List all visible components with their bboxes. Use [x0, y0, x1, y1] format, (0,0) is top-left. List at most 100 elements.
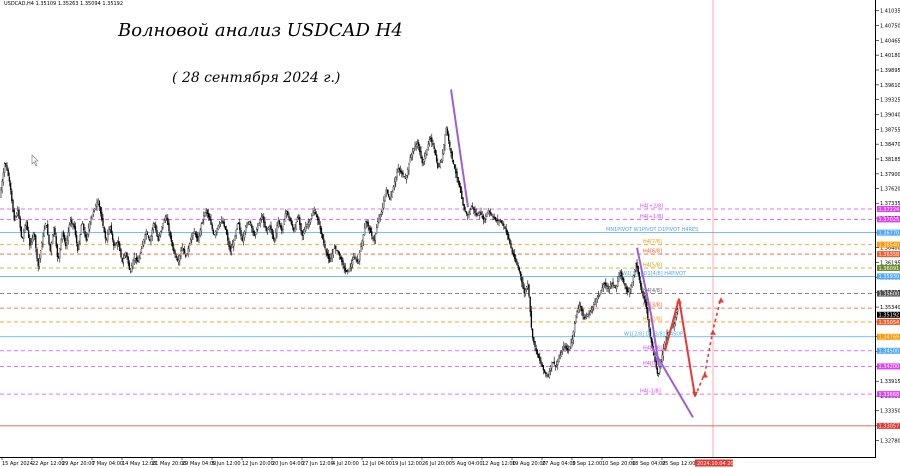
candle-body: [593, 304, 595, 307]
candle-body: [183, 249, 186, 254]
candle-body: [209, 216, 211, 221]
candle-body: [182, 248, 185, 251]
candle-body: [111, 233, 114, 240]
candle-body: [540, 360, 542, 364]
candle-body: [647, 307, 649, 319]
x-tick-label: 14 May 12:00: [122, 461, 156, 467]
candle-body: [257, 226, 259, 230]
candle-body: [566, 348, 569, 351]
candle-body: [426, 148, 428, 155]
candle-body: [295, 222, 297, 229]
candle-body: [363, 227, 366, 236]
candle-body: [75, 235, 78, 243]
candle-body: [258, 223, 260, 226]
candle-body: [635, 263, 637, 271]
candle-body: [372, 236, 374, 240]
candle-body: [603, 283, 606, 285]
candle-body: [218, 223, 221, 228]
candle-body: [291, 224, 294, 228]
candle-body: [93, 208, 96, 211]
price-tag-label: 1.36091: [879, 266, 900, 272]
candle-body: [51, 234, 54, 245]
candle-body: [415, 144, 417, 147]
candle-body: [666, 333, 668, 338]
candle-body: [560, 352, 563, 357]
candle-body: [289, 217, 291, 222]
candle-body: [45, 224, 48, 226]
candle-body: [432, 142, 434, 146]
candle-body: [391, 191, 393, 198]
candle-body: [643, 295, 645, 300]
price-tag-label: 1.36770: [879, 230, 900, 236]
candle-body: [437, 162, 439, 168]
wave-line: [650, 345, 694, 418]
candle-body: [419, 146, 421, 153]
level-label: H4[6/8]: [643, 249, 662, 255]
candle-body: [189, 239, 192, 246]
candle-body: [139, 253, 141, 259]
y-tick-label: 1.37900: [880, 172, 900, 178]
candle-body: [210, 219, 212, 225]
price-tag: [877, 347, 900, 354]
candle-body: [662, 348, 665, 357]
candle-body: [474, 209, 476, 214]
candle-body: [9, 182, 12, 190]
candle-body: [170, 235, 173, 242]
candle-body: [672, 325, 674, 328]
candle-body: [675, 312, 678, 318]
candle-body: [21, 236, 24, 239]
candle-body: [297, 217, 300, 219]
candle-body: [470, 206, 473, 210]
candle-body: [582, 309, 584, 316]
candle-body: [431, 137, 433, 143]
y-tick-label: 1.36195: [880, 261, 900, 267]
candle-body: [611, 283, 613, 285]
candle-body: [217, 225, 219, 230]
candle-body: [609, 284, 612, 288]
candle-body: [336, 250, 338, 252]
x-tick-label: 5 Jun 12:00: [212, 461, 241, 467]
candle-body: [296, 217, 299, 222]
y-tick-label: 1.37335: [880, 201, 900, 207]
candle-body: [557, 361, 559, 366]
candle-body: [555, 364, 558, 366]
candle-body: [357, 259, 360, 263]
candle-body: [26, 221, 29, 230]
candle-body: [103, 227, 105, 233]
candle-body: [90, 217, 92, 223]
candle-body: [625, 286, 627, 290]
x-tick-label: 25 Sep 12:00: [662, 461, 695, 467]
candle-body: [608, 286, 611, 289]
candle-body: [104, 231, 107, 239]
candle-body: [201, 218, 204, 223]
candle-body: [572, 331, 575, 341]
x-tick-label: 12 Jul 04:00: [362, 461, 392, 467]
candle-body: [659, 367, 661, 373]
candle-body: [632, 275, 635, 282]
candle-body: [255, 229, 258, 235]
candle-body: [55, 236, 57, 247]
candle-body: [31, 237, 33, 243]
candle-body: [161, 226, 163, 231]
candle-body: [155, 224, 157, 231]
price-tag: [877, 264, 900, 271]
candle-body: [501, 223, 504, 225]
candle-body: [77, 244, 79, 251]
candle-body: [559, 355, 561, 358]
forecast-arrowhead: [702, 372, 708, 378]
candle-body: [5, 163, 7, 165]
candle-body: [122, 258, 125, 263]
candle-body: [63, 235, 66, 242]
candle-body: [337, 250, 339, 253]
candle-body: [624, 283, 626, 286]
candle-body: [231, 244, 234, 248]
candle-body: [389, 197, 391, 200]
candle-body: [119, 243, 121, 252]
price-tag: [877, 391, 900, 398]
candle-body: [335, 245, 337, 250]
candle-body: [575, 315, 577, 323]
price-tag-label: 1.34769: [879, 335, 900, 341]
x-tick-label: 15 Apr 2024: [2, 461, 33, 467]
candle-body: [521, 276, 523, 283]
